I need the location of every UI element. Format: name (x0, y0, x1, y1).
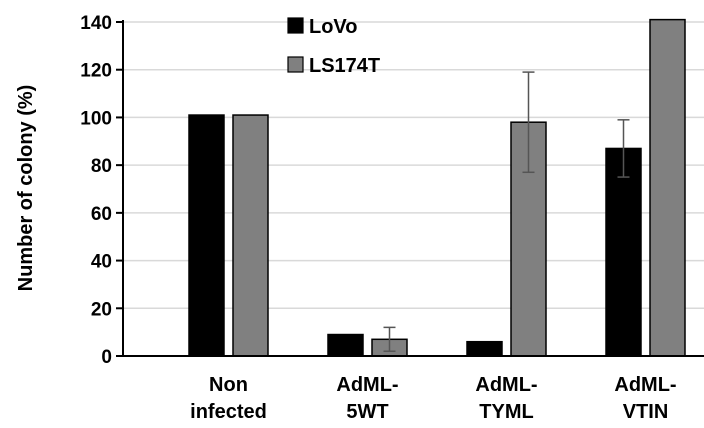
y-tick-label: 40 (91, 252, 112, 273)
x-category-label: TYML (479, 401, 533, 423)
legend-label-lovo: LoVo (309, 16, 358, 38)
x-category-label: AdML- (336, 374, 398, 396)
bar-lovo-1 (327, 333, 364, 357)
y-tick-labels: 0 20 40 60 80 100 120 140 (80, 13, 112, 368)
x-category-label: Non (209, 374, 248, 396)
legend-swatch-ls174t (287, 56, 304, 73)
y-axis-title: Number of colony (%) (15, 85, 37, 292)
y-tick-label: 0 (101, 347, 112, 368)
x-category-label: infected (190, 401, 267, 423)
x-category-label: AdML- (614, 374, 676, 396)
y-tick-label: 140 (80, 13, 112, 34)
bar-lovo-2 (466, 340, 503, 357)
legend-label-ls174t: LS174T (309, 55, 380, 77)
y-tick-label: 120 (80, 61, 112, 82)
bar-ls174t-0 (232, 114, 269, 357)
bar-lovo-3 (605, 147, 642, 357)
axes (116, 20, 704, 357)
y-tick-label: 100 (80, 108, 112, 129)
y-tick-label: 80 (91, 156, 112, 177)
x-category-label: VTIN (623, 401, 669, 423)
error-bars (383, 71, 630, 352)
bar-lovo-0 (188, 114, 225, 357)
x-category-labels: Non infected AdML- 5WT AdML- TYML AdML- VTIN (190, 374, 676, 423)
x-category-label: AdML- (475, 374, 537, 396)
bars (188, 18, 686, 357)
bar-ls174t-3 (649, 18, 686, 357)
x-category-label: 5WT (346, 401, 388, 423)
legend-swatch-lovo (287, 17, 304, 34)
y-tick-label: 20 (91, 299, 112, 320)
legend: LoVo LS174T (287, 16, 380, 77)
y-tick-label: 60 (91, 204, 112, 225)
